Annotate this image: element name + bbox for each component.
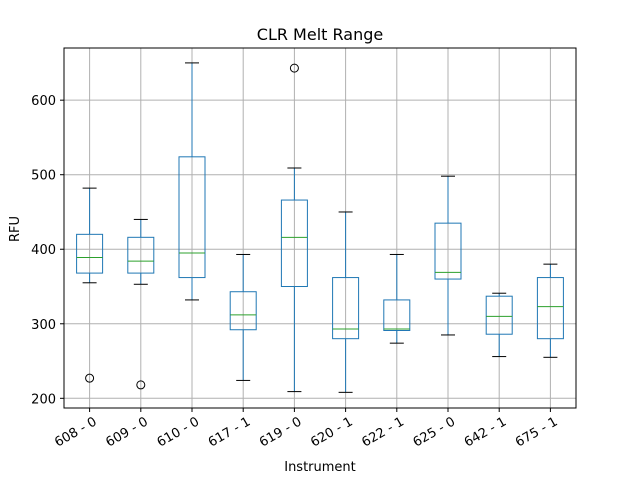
iqr-box bbox=[76, 233, 104, 274]
box-625-0 bbox=[434, 175, 462, 336]
y-tick-label: 300 bbox=[31, 318, 56, 333]
box-617-1 bbox=[229, 253, 257, 381]
box-610-0 bbox=[178, 62, 206, 301]
y-tick-label: 500 bbox=[31, 169, 56, 184]
iqr-box bbox=[127, 236, 155, 274]
chart-title: CLR Melt Range bbox=[257, 25, 383, 44]
plot-frame bbox=[63, 47, 577, 409]
box-619-0 bbox=[280, 63, 308, 393]
outlier-point bbox=[136, 380, 146, 390]
iqr-box bbox=[383, 299, 411, 331]
outlier-point bbox=[85, 373, 95, 383]
y-axis-label: RFU bbox=[8, 216, 23, 242]
box-675-1 bbox=[536, 263, 564, 358]
box-622-1 bbox=[383, 253, 411, 344]
iqr-box bbox=[229, 291, 257, 331]
outlier-point bbox=[289, 63, 299, 73]
y-tick-label: 400 bbox=[31, 243, 56, 258]
box-609-0 bbox=[127, 218, 155, 390]
iqr-box bbox=[536, 277, 564, 340]
y-tick-label: 600 bbox=[31, 94, 56, 109]
x-axis-label: Instrument bbox=[284, 460, 356, 475]
iqr-box bbox=[280, 199, 308, 288]
box-620-1 bbox=[332, 211, 360, 393]
iqr-box bbox=[178, 156, 206, 279]
boxes bbox=[76, 62, 564, 393]
box-608-0 bbox=[76, 187, 104, 383]
iqr-box bbox=[332, 277, 360, 340]
iqr-box bbox=[485, 295, 513, 335]
y-tick-label: 200 bbox=[31, 392, 56, 407]
box-642-1 bbox=[485, 292, 513, 358]
iqr-box bbox=[434, 222, 462, 280]
